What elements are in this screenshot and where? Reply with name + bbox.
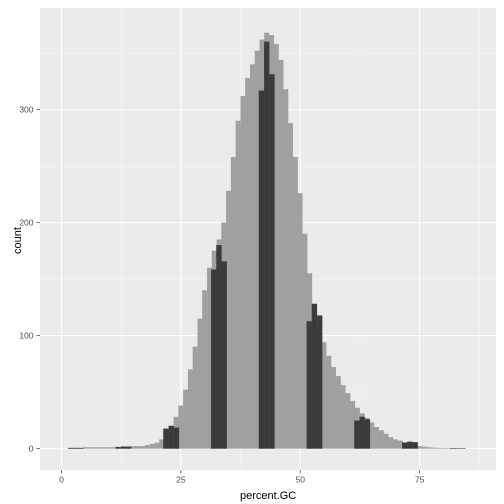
chart-svg: 02550750100200300 bbox=[0, 0, 504, 504]
y-axis-label: count bbox=[12, 227, 24, 254]
svg-text:0: 0 bbox=[59, 475, 64, 485]
svg-text:100: 100 bbox=[19, 331, 33, 341]
svg-text:50: 50 bbox=[295, 475, 305, 485]
svg-text:75: 75 bbox=[415, 475, 425, 485]
x-axis-label: percent.GC bbox=[240, 490, 296, 502]
svg-text:0: 0 bbox=[29, 444, 34, 454]
chart-figure: 02550750100200300 count percent.GC bbox=[0, 0, 504, 504]
svg-text:300: 300 bbox=[19, 105, 33, 115]
svg-text:25: 25 bbox=[176, 475, 186, 485]
